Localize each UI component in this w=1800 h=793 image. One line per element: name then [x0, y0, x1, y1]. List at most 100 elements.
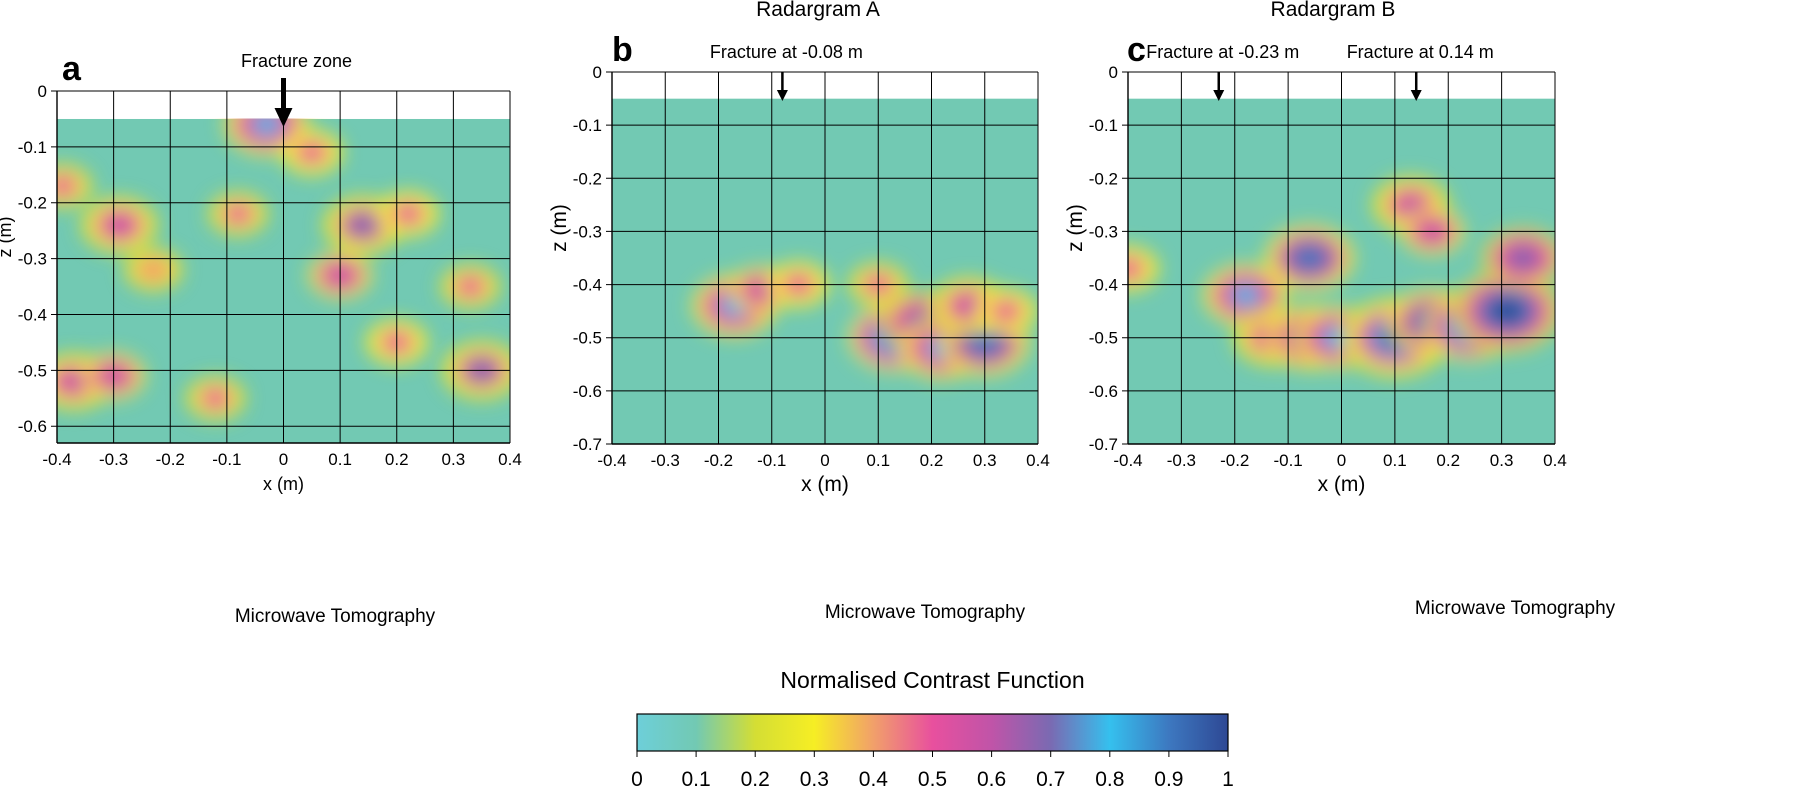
y-tick-label: -0.2: [573, 169, 602, 188]
y-tick-label: -0.5: [573, 329, 602, 348]
annotation-label: Fracture at -0.08 m: [710, 42, 863, 62]
colorbar-title: Normalised Contrast Function: [780, 667, 1084, 693]
x-tick-label: -0.1: [1273, 451, 1302, 470]
x-tick-label: -0.4: [1113, 451, 1142, 470]
x-tick-label: -0.2: [156, 450, 185, 469]
anomaly: [1230, 284, 1261, 307]
annotation-label: Fracture at 0.14 m: [1347, 42, 1494, 62]
y-tick-label: -0.6: [573, 382, 602, 401]
panel-label: a: [62, 50, 82, 88]
anomaly: [57, 176, 76, 196]
annotation-arrowhead: [1410, 90, 1422, 101]
anomaly: [395, 204, 421, 224]
x-axis-label: x (m): [263, 474, 304, 494]
x-tick-label: -0.1: [757, 451, 786, 470]
x-tick-label: 0.1: [328, 450, 352, 469]
y-axis-label: z (m): [0, 217, 15, 258]
y-tick-label: -0.7: [573, 435, 602, 454]
x-axis-label: x (m): [801, 473, 849, 496]
y-tick-label: -0.1: [1089, 116, 1118, 135]
anomaly: [299, 143, 325, 162]
y-axis-label: z (m): [1064, 204, 1087, 252]
anomaly: [457, 277, 483, 296]
x-tick-label: 0.4: [498, 450, 522, 469]
anomaly: [203, 389, 228, 408]
y-tick-label: -0.3: [573, 222, 602, 241]
colorbar-tick-label: 0.1: [681, 768, 710, 791]
colorbar-tick-label: 0.2: [741, 768, 770, 791]
x-tick-label: 0.3: [973, 451, 997, 470]
x-tick-label: 0.4: [1026, 451, 1050, 470]
x-tick-label: 0.1: [1383, 451, 1407, 470]
grid: [51, 90, 511, 444]
anomaly: [105, 215, 133, 235]
x-tick-label: -0.4: [597, 451, 626, 470]
panel-label: c: [1127, 31, 1146, 69]
y-tick-label: -0.1: [573, 116, 602, 135]
y-tick-label: 0: [1109, 63, 1118, 82]
x-tick-label: 0.2: [385, 450, 409, 469]
anomaly: [1397, 194, 1425, 215]
x-tick-label: 0: [279, 450, 288, 469]
annotation-arrowhead: [274, 108, 293, 127]
panel-c-caption: Microwave Tomography: [1414, 598, 1616, 619]
anomaly: [251, 118, 282, 136]
anomaly: [1128, 259, 1141, 279]
x-tick-label: 0: [1337, 451, 1346, 470]
x-tick-label: 0.4: [1543, 451, 1567, 470]
y-tick-label: 0: [38, 82, 47, 101]
anomaly: [225, 204, 251, 224]
panel-label: b: [612, 31, 633, 69]
anomaly: [1490, 298, 1524, 324]
y-tick-label: -0.2: [1089, 169, 1118, 188]
colorbar-tick-label: 0: [631, 768, 643, 791]
y-tick-label: -0.6: [18, 417, 47, 436]
annotation-label: Fracture zone: [241, 51, 352, 71]
colorbar-bar: [636, 713, 1229, 752]
grid: [1122, 71, 1556, 445]
colorbar-tick-label: 0.5: [918, 768, 947, 791]
x-tick-label: -0.2: [1220, 451, 1249, 470]
x-tick-label: -0.3: [99, 450, 128, 469]
anomaly: [993, 301, 1019, 321]
y-tick-label: -0.1: [18, 138, 47, 157]
colorbar-tick-label: 0.8: [1095, 768, 1124, 791]
anomaly: [1508, 247, 1538, 269]
x-tick-label: 0: [820, 451, 829, 470]
annotation-arrowhead: [776, 90, 788, 101]
colorbar-tick-label: 0.6: [977, 768, 1006, 791]
anomaly: [141, 260, 166, 279]
y-tick-label: -0.4: [18, 305, 47, 324]
colorbar-tick-label: 0.7: [1036, 768, 1065, 791]
x-tick-label: -0.4: [42, 450, 71, 469]
anomaly: [1294, 246, 1325, 270]
colorbar-tick-label: 1: [1222, 768, 1234, 791]
y-axis-label: z (m): [548, 204, 571, 252]
colorbar-tick-label: 0.9: [1154, 768, 1183, 791]
annotation-label: Fracture at -0.23 m: [1146, 42, 1299, 62]
y-tick-label: -0.4: [1089, 276, 1118, 295]
x-tick-label: -0.3: [1167, 451, 1196, 470]
y-tick-label: -0.6: [1089, 382, 1118, 401]
x-tick-label: 0.3: [1490, 451, 1514, 470]
colorbar-tick-label: 0.4: [859, 768, 889, 791]
panel-title: Radargram B: [1271, 0, 1396, 21]
x-tick-label: -0.2: [704, 451, 733, 470]
x-tick-label: -0.3: [651, 451, 680, 470]
y-tick-label: 0: [593, 63, 602, 82]
colorbar-tick-label: 0.3: [800, 768, 829, 791]
y-tick-label: -0.5: [18, 361, 47, 380]
x-tick-label: -0.1: [212, 450, 241, 469]
grid: [606, 71, 1039, 445]
y-tick-label: -0.3: [1089, 222, 1118, 241]
y-tick-label: -0.2: [18, 194, 47, 213]
x-tick-label: 0.2: [920, 451, 944, 470]
panel-b-caption: Microwave Tomography: [824, 602, 1026, 623]
panel-a-caption: Microwave Tomography: [234, 606, 436, 627]
x-tick-label: 0.2: [1436, 451, 1460, 470]
